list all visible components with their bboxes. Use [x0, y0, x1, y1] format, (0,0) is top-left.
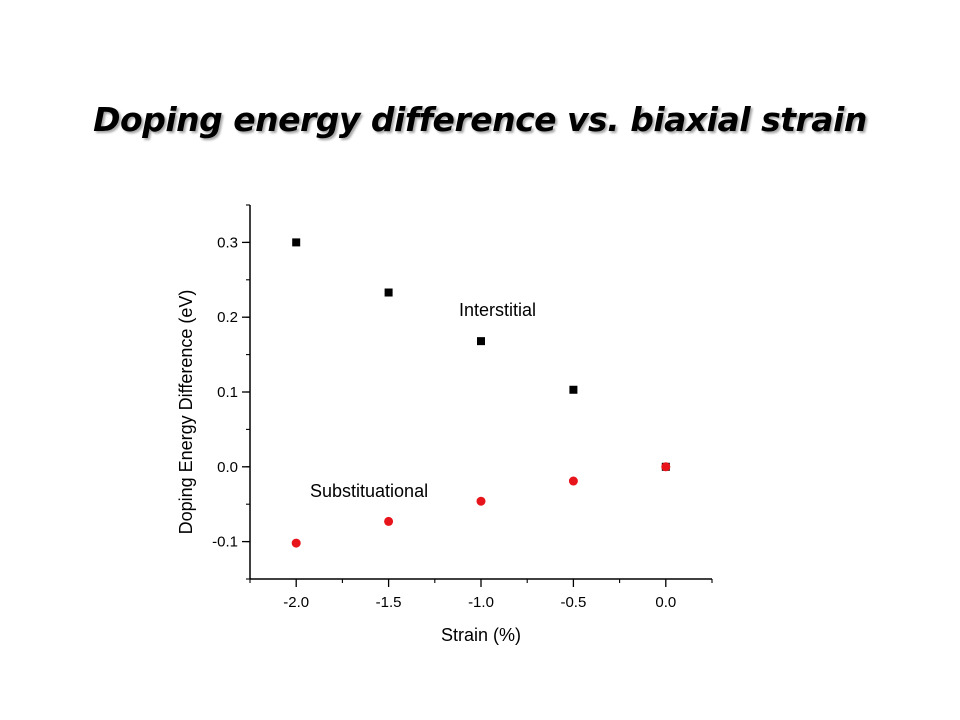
data-point-interstitial — [292, 238, 301, 247]
x-tick-label: -1.0 — [468, 594, 494, 611]
chart-ticks: -2.0 -1.5 -1.0 -0.5 0.0 -0.1 0.0 0.1 0.2 0.3 — [212, 204, 713, 611]
y-tick-label: 0.2 — [217, 309, 238, 326]
y-tick-label: 0.3 — [217, 234, 238, 251]
x-tick-label: -1.5 — [376, 594, 402, 611]
y-tick-label: -0.1 — [212, 534, 238, 551]
chart-marks — [291, 238, 671, 548]
x-tick-label: -2.0 — [283, 594, 309, 611]
series-label-interstitial: Interstitial — [459, 300, 536, 320]
data-point-substituational — [476, 496, 486, 506]
data-point-interstitial — [569, 385, 578, 394]
x-tick-label: -0.5 — [560, 594, 586, 611]
y-tick-label: 0.0 — [217, 459, 238, 476]
data-point-interstitial — [477, 337, 485, 346]
data-point-substituational — [568, 476, 578, 486]
y-axis-title: Doping Energy Difference (eV) — [176, 290, 196, 535]
series-label-substituational: Substituational — [310, 481, 428, 501]
data-point-substituational — [291, 538, 301, 548]
data-point-substituational — [384, 516, 394, 526]
x-tick-label: 0.0 — [655, 594, 676, 611]
data-point-substituational — [661, 462, 671, 472]
x-axis-title: Strain (%) — [441, 625, 521, 645]
chart-axes — [249, 205, 712, 580]
y-tick-label: 0.1 — [217, 384, 238, 401]
slide-title: Doping energy difference vs. biaxial str… — [93, 100, 867, 139]
data-point-interstitial — [384, 288, 393, 297]
